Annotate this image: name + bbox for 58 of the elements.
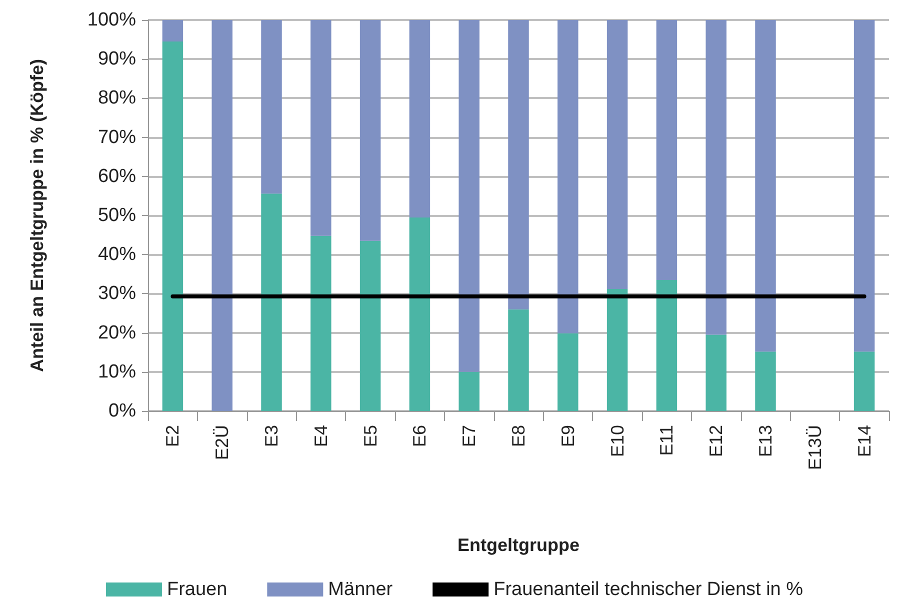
y-tick-label: 50% [98,205,136,226]
bar [656,20,678,280]
y-tick-label: 60% [98,166,136,187]
y-tick-label: 90% [98,48,136,70]
y-tick-label: 10% [98,361,136,382]
y-tick-label: 30% [98,283,136,304]
x-tick-label: E10 [607,425,628,458]
y-tick-label: 70% [98,126,136,148]
bar [706,334,726,411]
bar [606,289,628,411]
x-tick-label: E2Ü [212,425,232,460]
bar [409,20,430,218]
x-tick-label: E12 [706,425,726,458]
bar [212,20,232,411]
bar [706,20,726,335]
x-tick-label: E3 [262,425,282,448]
bar [310,236,332,411]
bar [558,333,578,411]
legend-label: Frauen [166,579,228,600]
x-axis-title: Entgeltgruppe [458,535,580,555]
bar [162,20,184,42]
x-tick-label: E4 [310,425,331,448]
bar [458,372,480,411]
x-tick-label: E2 [162,425,183,448]
bar [656,280,678,411]
bar [458,20,480,372]
x-tick-label: E6 [410,425,430,448]
bar [409,217,430,411]
bar [755,20,776,352]
y-tick-label: 40% [98,244,136,266]
x-tick-label: E5 [360,425,380,448]
bar [162,42,184,411]
bar [755,352,776,411]
x-tick-label: E9 [558,425,578,448]
bar [854,352,875,411]
bar [360,240,381,411]
x-tick-label: E8 [508,425,528,448]
legend-label: Männer [328,579,394,600]
x-tick-label: E7 [459,425,480,448]
y-tick-label: 0% [108,400,136,422]
bar [360,20,381,241]
bar [854,20,875,352]
bar [261,20,282,194]
x-tick-label: E13Ü [804,425,825,470]
x-tick-label: E14 [854,425,874,458]
y-tick-label: 80% [98,88,136,109]
bar [558,20,578,334]
y-tick-label: 20% [98,322,136,344]
bar [606,20,628,290]
bar [508,20,529,310]
x-tick-label: E13 [756,425,776,458]
bar [508,309,529,411]
y-axis-title: Anteil an Entgeltgruppe in % (Köpfe) [27,59,47,372]
bar [261,194,282,411]
bar [310,20,332,236]
legend-label: Frauenanteil technischer Dienst in % [494,579,804,600]
x-tick-label: E11 [656,425,677,456]
y-tick-label: 100% [87,10,136,30]
